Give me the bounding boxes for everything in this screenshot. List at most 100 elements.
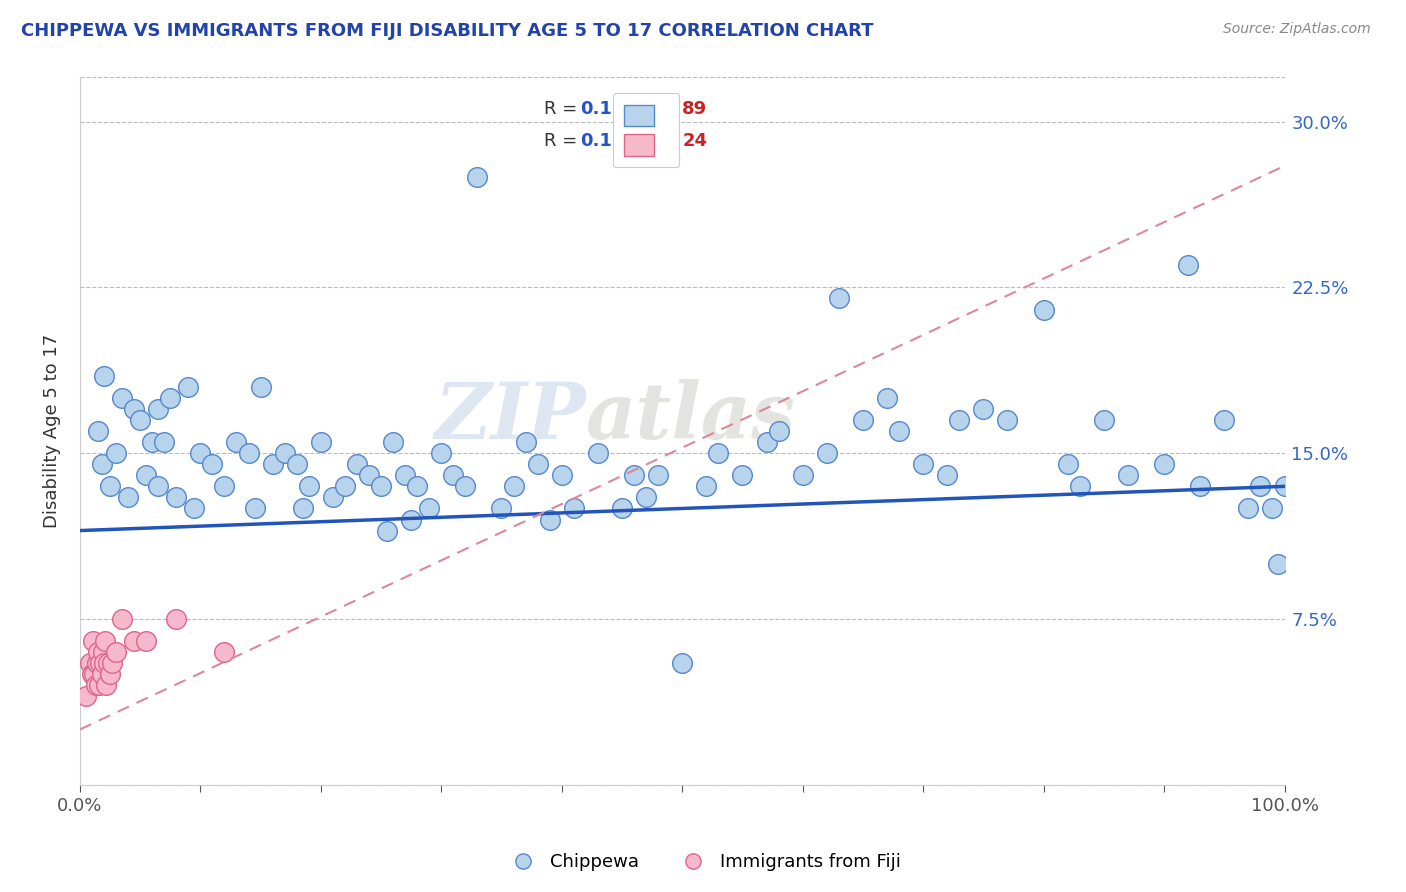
Point [948, 413, 970, 427]
Point [94, 634, 117, 648]
Point [815, 446, 838, 460]
Point [551, 468, 574, 483]
Point [1261, 501, 1284, 516]
Point [1267, 557, 1289, 571]
Point [146, 479, 169, 493]
Text: 24: 24 [682, 132, 707, 150]
Point [394, 468, 416, 483]
Point [75, 690, 97, 704]
Point [538, 512, 561, 526]
Point [249, 380, 271, 394]
Point [370, 479, 392, 493]
Point [111, 612, 134, 626]
Point [1056, 457, 1078, 471]
Point [91, 645, 114, 659]
Text: R =: R = [544, 132, 582, 150]
Point [1213, 413, 1236, 427]
Point [238, 446, 260, 460]
Point [89, 656, 111, 670]
Legend: , : , [613, 93, 679, 168]
Point [515, 435, 537, 450]
Point [623, 468, 645, 483]
Point [87, 424, 110, 438]
Point [89, 678, 111, 692]
Point [188, 446, 211, 460]
Point [93, 656, 115, 670]
Point [273, 446, 295, 460]
Point [610, 501, 633, 516]
Point [97, 656, 120, 670]
Point [225, 435, 247, 450]
Point [82, 634, 104, 648]
Point [298, 479, 321, 493]
Point [165, 491, 187, 505]
Text: ZIP: ZIP [434, 379, 586, 455]
Point [972, 402, 994, 417]
Point [912, 457, 935, 471]
Point [768, 424, 790, 438]
Point [135, 634, 157, 648]
Point [647, 468, 669, 483]
Y-axis label: Disability Age 5 to 17: Disability Age 5 to 17 [44, 334, 60, 528]
Point [418, 501, 440, 516]
Point [887, 424, 910, 438]
Point [96, 678, 118, 692]
Point [291, 501, 314, 516]
Legend: Chippewa, Immigrants from Fiji: Chippewa, Immigrants from Fiji [498, 847, 908, 879]
Point [214, 645, 236, 659]
Point [285, 457, 308, 471]
Text: 0.154: 0.154 [579, 132, 637, 150]
Point [86, 656, 108, 670]
Text: CHIPPEWA VS IMMIGRANTS FROM FIJI DISABILITY AGE 5 TO 17 CORRELATION CHART: CHIPPEWA VS IMMIGRANTS FROM FIJI DISABIL… [21, 22, 873, 40]
Point [375, 524, 398, 538]
Point [997, 413, 1019, 427]
Point [562, 501, 585, 516]
Point [105, 446, 128, 460]
Point [707, 446, 730, 460]
Point [262, 457, 284, 471]
Point [430, 446, 453, 460]
Point [111, 391, 134, 405]
Point [502, 479, 524, 493]
Text: R =: R = [544, 100, 582, 119]
Point [243, 501, 266, 516]
Point [80, 667, 103, 681]
Point [357, 468, 380, 483]
Point [122, 402, 145, 417]
Point [526, 457, 548, 471]
Point [936, 468, 959, 483]
Text: 0.116: 0.116 [579, 100, 637, 119]
Point [1069, 479, 1091, 493]
Point [129, 413, 152, 427]
Point [454, 479, 477, 493]
Point [695, 479, 717, 493]
Text: atlas: atlas [586, 379, 796, 455]
Point [90, 457, 112, 471]
Point [1032, 302, 1054, 317]
Point [135, 468, 157, 483]
Text: N =: N = [637, 132, 688, 150]
Point [1274, 479, 1296, 493]
Point [93, 368, 115, 383]
Point [90, 667, 112, 681]
Point [79, 656, 101, 670]
Point [84, 678, 107, 692]
Point [153, 435, 176, 450]
Point [382, 435, 405, 450]
Point [671, 656, 693, 670]
Point [1116, 468, 1139, 483]
Point [406, 479, 429, 493]
Point [1189, 479, 1212, 493]
Point [755, 435, 778, 450]
Point [399, 512, 422, 526]
Point [1237, 501, 1260, 516]
Point [322, 491, 344, 505]
Text: N =: N = [637, 100, 688, 119]
Point [201, 457, 224, 471]
Point [98, 479, 121, 493]
Point [177, 380, 200, 394]
Point [731, 468, 754, 483]
Point [101, 656, 124, 670]
Point [346, 457, 368, 471]
Point [586, 446, 609, 460]
